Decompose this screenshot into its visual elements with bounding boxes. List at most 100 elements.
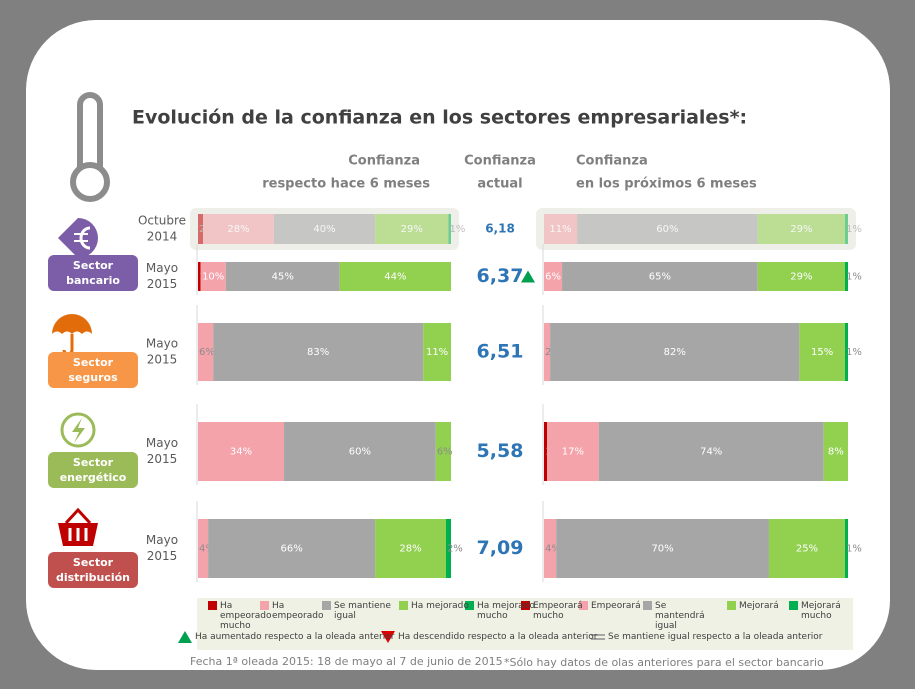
segment-label: 1% — [449, 224, 465, 235]
period: Mayo — [146, 533, 178, 547]
bar-segment — [339, 262, 451, 291]
segment-label: 29% — [790, 224, 812, 235]
sector-badge — [48, 255, 138, 291]
bar-segment — [225, 262, 340, 291]
bar-segment — [198, 214, 204, 244]
bar-segment — [577, 214, 758, 244]
card — [26, 20, 890, 670]
legend-label: Se mantendrá igual — [655, 601, 705, 631]
legend-label: Ha descendido respecto a la oleada anter… — [398, 632, 598, 642]
segment-label: 6% — [199, 347, 215, 358]
energy-icon — [60, 412, 96, 448]
header: respecto hace 6 meses — [262, 177, 430, 192]
segment-label: 70% — [651, 544, 673, 555]
segment-label: 4% — [199, 544, 215, 555]
bar-segment — [375, 214, 449, 244]
bar-segment — [203, 214, 274, 244]
segment-label: 28% — [399, 544, 421, 555]
segment-label: 29% — [790, 272, 812, 283]
headers: Confianza respecto hace 6 meses Confianz… — [262, 154, 757, 192]
segment-label: 6% — [437, 447, 453, 458]
bar-segment — [544, 214, 578, 244]
segment-label: 11% — [549, 224, 571, 235]
bar-segment — [544, 422, 548, 481]
bar-segment — [547, 422, 599, 481]
header: Confianza — [464, 154, 536, 169]
legend-label: Empeorará mucho — [533, 601, 583, 621]
segment-label: 8% — [828, 447, 844, 458]
legend-label: Se mantiene igual respecto a la oleada a… — [608, 632, 823, 642]
bar-segment — [198, 262, 201, 291]
segment-label: 15% — [811, 347, 833, 358]
bar-segment — [823, 422, 848, 481]
sector-badge — [48, 552, 138, 588]
legend-swatch — [579, 601, 588, 610]
period: Octubre — [138, 214, 186, 228]
segment-label: 82% — [664, 347, 686, 358]
bar-segment — [757, 214, 845, 244]
segment-label: 74% — [700, 447, 722, 458]
header: Confianza — [576, 154, 648, 169]
bar-segment — [757, 262, 845, 291]
header: en los próximos 6 meses — [576, 177, 757, 192]
legend-label: Ha mejorado — [411, 601, 469, 611]
sector-name: distribución — [56, 571, 130, 584]
bar-segment — [544, 262, 563, 291]
bar-segment — [844, 262, 848, 291]
legend-label: Empeorará — [591, 601, 641, 611]
bar-segment — [284, 422, 436, 481]
legend-trend-symbol — [381, 631, 395, 643]
legend-swatch — [789, 601, 798, 610]
legend-swatch — [208, 601, 217, 610]
sector-badge — [48, 452, 138, 488]
segment-label: 83% — [307, 347, 329, 358]
bar-segment — [448, 214, 451, 244]
bar-segment — [435, 422, 451, 481]
bar-segment — [375, 519, 446, 578]
bar-segment — [768, 519, 845, 578]
bar-segment — [445, 519, 451, 578]
segment-label: 6% — [545, 272, 561, 283]
legend-swatch — [322, 601, 331, 610]
segment-label: 45% — [272, 272, 294, 283]
segment-label: 25% — [796, 544, 818, 555]
legend-label: Ha aumentado respecto a la oleada anteri… — [195, 632, 395, 642]
header: actual — [477, 177, 522, 192]
bar-segment — [844, 519, 848, 578]
period: 2015 — [147, 277, 178, 291]
bar-segment — [562, 262, 758, 291]
bar-segment — [200, 262, 226, 291]
stacked-bar: 34% 60% 6% — [198, 422, 453, 481]
retail-icon — [58, 507, 98, 546]
bar-segment — [544, 519, 557, 578]
segment-label: 4% — [545, 544, 561, 555]
current-confidence: 6,37 — [477, 265, 524, 287]
bar-segment — [208, 519, 376, 578]
footer-date: Fecha 1ª oleada 2015: 18 de mayo al 7 de… — [190, 655, 503, 668]
current-confidence: 5,58 — [477, 440, 524, 462]
footer-note: *Sólo hay datos de olas anteriores para … — [504, 656, 824, 669]
sector-name: seguros — [68, 371, 118, 384]
segment-label: 60% — [349, 447, 371, 458]
sector-name: Sector — [73, 356, 114, 369]
bar-segment — [544, 323, 551, 381]
stacked-bar: 1%17%74%8% — [544, 422, 848, 481]
bank-icon — [58, 218, 98, 258]
bar-segment — [799, 323, 845, 381]
sector-badge — [48, 352, 138, 388]
legend-swatch — [643, 601, 652, 610]
bar-segment — [550, 323, 800, 381]
period: Mayo — [146, 436, 178, 450]
legend-label: Se mantiene igual — [334, 601, 391, 621]
segment-label: 60% — [656, 224, 678, 235]
period: 2014 — [147, 230, 178, 244]
segment-label: 1% — [846, 347, 862, 358]
segment-label: 1% — [846, 224, 862, 235]
sector-name: energético — [60, 471, 127, 484]
legend-swatch — [727, 601, 736, 610]
period: 2015 — [147, 452, 178, 466]
legend-swatch — [521, 601, 530, 610]
segment-label: 28% — [227, 224, 249, 235]
trend-marker — [521, 270, 535, 283]
legend-trend-symbol — [591, 634, 605, 640]
